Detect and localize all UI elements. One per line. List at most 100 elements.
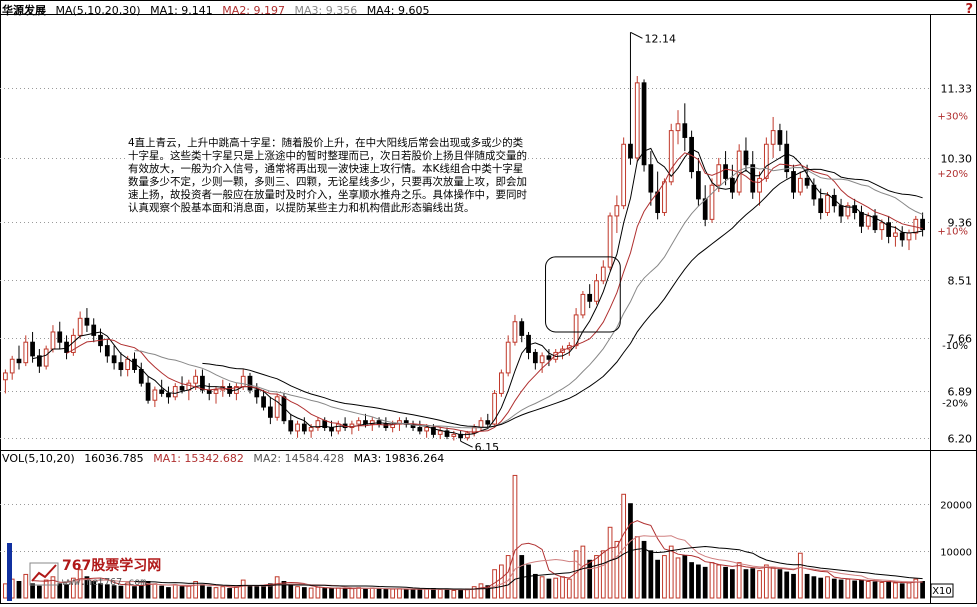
- candle-body: [845, 205, 851, 217]
- volume-bar: [111, 585, 117, 599]
- volume-bar: [716, 564, 722, 599]
- volume-bar: [465, 588, 470, 599]
- candle-body: [804, 177, 810, 186]
- volume-bar: [98, 583, 103, 599]
- candle-body: [600, 266, 606, 282]
- candle-body: [118, 362, 124, 371]
- price-tick-label: 9.36: [948, 217, 973, 230]
- candle-body: [546, 355, 552, 360]
- volume-bar: [553, 577, 559, 599]
- help-icon[interactable]: ?: [965, 2, 973, 17]
- volume-bar: [308, 587, 314, 599]
- candle-body: [641, 82, 647, 166]
- candle-body: [763, 143, 769, 179]
- volume-bar: [240, 579, 246, 599]
- volume-bar: [281, 581, 287, 599]
- volume-bar: [77, 569, 83, 599]
- volume-bar: [825, 576, 830, 599]
- volume-bar: [791, 573, 796, 599]
- candle-body: [872, 215, 878, 231]
- candle-body: [791, 171, 796, 193]
- candle-body: [369, 420, 375, 425]
- volume-bar: [315, 586, 321, 599]
- volume-bar: [36, 585, 42, 599]
- candle-body: [621, 143, 627, 207]
- candle-body: [879, 222, 885, 231]
- candle-body: [757, 177, 762, 193]
- site-watermark: 767股票学习网 www.net767.com: [28, 553, 178, 595]
- candle-body: [50, 331, 56, 350]
- candle-body: [437, 430, 443, 435]
- volume-bar: [757, 570, 762, 599]
- candle-body: [261, 396, 266, 408]
- percent-tick-label: +30%: [937, 112, 968, 123]
- volume-bar: [335, 587, 341, 599]
- volume-bar: [458, 589, 463, 599]
- volume-bar: [893, 582, 898, 599]
- volume-bar: [84, 576, 90, 599]
- candle-body: [193, 375, 199, 384]
- candle-body: [424, 427, 430, 432]
- percent-tick-label: -10%: [942, 341, 968, 352]
- volume-bar: [220, 586, 226, 599]
- volume-bar: [451, 589, 457, 599]
- volume-bar: [424, 588, 430, 599]
- volume-bar: [668, 545, 674, 599]
- volume-bar: [689, 562, 694, 599]
- candle-body: [451, 433, 457, 437]
- volume-bar: [91, 581, 97, 599]
- vol-ma20-line: [134, 545, 923, 590]
- volume-bar: [573, 550, 579, 599]
- volume-bar: [648, 550, 654, 599]
- volume-bar: [104, 584, 110, 599]
- volume-bar: [57, 583, 63, 599]
- volume-bar: [675, 557, 681, 599]
- candle-body: [532, 351, 538, 364]
- volume-bar: [845, 578, 851, 599]
- volume-bar: [254, 586, 260, 599]
- volume-bar: [329, 588, 334, 599]
- volume-bar: [580, 545, 586, 599]
- watermark-url: www.net767.com: [62, 577, 147, 588]
- volume-bar: [811, 576, 817, 599]
- volume-bar: [641, 540, 647, 599]
- vol-ma3-value: MA3: 19836.264: [353, 452, 445, 465]
- candle-body: [111, 355, 117, 364]
- volume-bar: [43, 579, 49, 599]
- volume-bar: [349, 588, 355, 599]
- candle-body: [485, 420, 491, 425]
- volume-bar: [30, 583, 35, 599]
- volume-bar: [607, 526, 613, 599]
- vol-value: 16036.785: [84, 452, 144, 465]
- candle-body: [512, 321, 518, 343]
- candle-body: [465, 432, 470, 439]
- volume-bar: [274, 576, 280, 599]
- volume-bar: [587, 559, 593, 599]
- volume-bar: [227, 588, 232, 599]
- volume-bar: [234, 586, 239, 599]
- candle-body: [383, 423, 389, 429]
- vol-ma10-line: [66, 535, 923, 590]
- volume-bar: [852, 580, 858, 599]
- volume-bar: [247, 585, 253, 599]
- volume-bar: [70, 577, 76, 599]
- ma30-line: [202, 168, 923, 428]
- volume-bar: [879, 581, 885, 599]
- volume-bar: [831, 578, 837, 599]
- volume-bar: [295, 586, 300, 599]
- price-tick-label: 10.30: [941, 153, 973, 166]
- volume-bar: [797, 552, 803, 599]
- volume-bar: [886, 581, 892, 599]
- vol-params: VOL(5,10,20): [2, 452, 75, 465]
- candle-body: [580, 293, 586, 316]
- volume-bar: [600, 550, 606, 599]
- candle-body: [444, 430, 450, 437]
- volume-bar: [342, 588, 348, 599]
- volume-bar: [614, 540, 620, 599]
- candle-body: [329, 427, 334, 432]
- volume-bar: [410, 589, 416, 599]
- volume-bar: [397, 588, 402, 599]
- candle-body: [777, 130, 783, 145]
- volume-bar: [512, 474, 518, 599]
- volume-bar: [186, 585, 192, 599]
